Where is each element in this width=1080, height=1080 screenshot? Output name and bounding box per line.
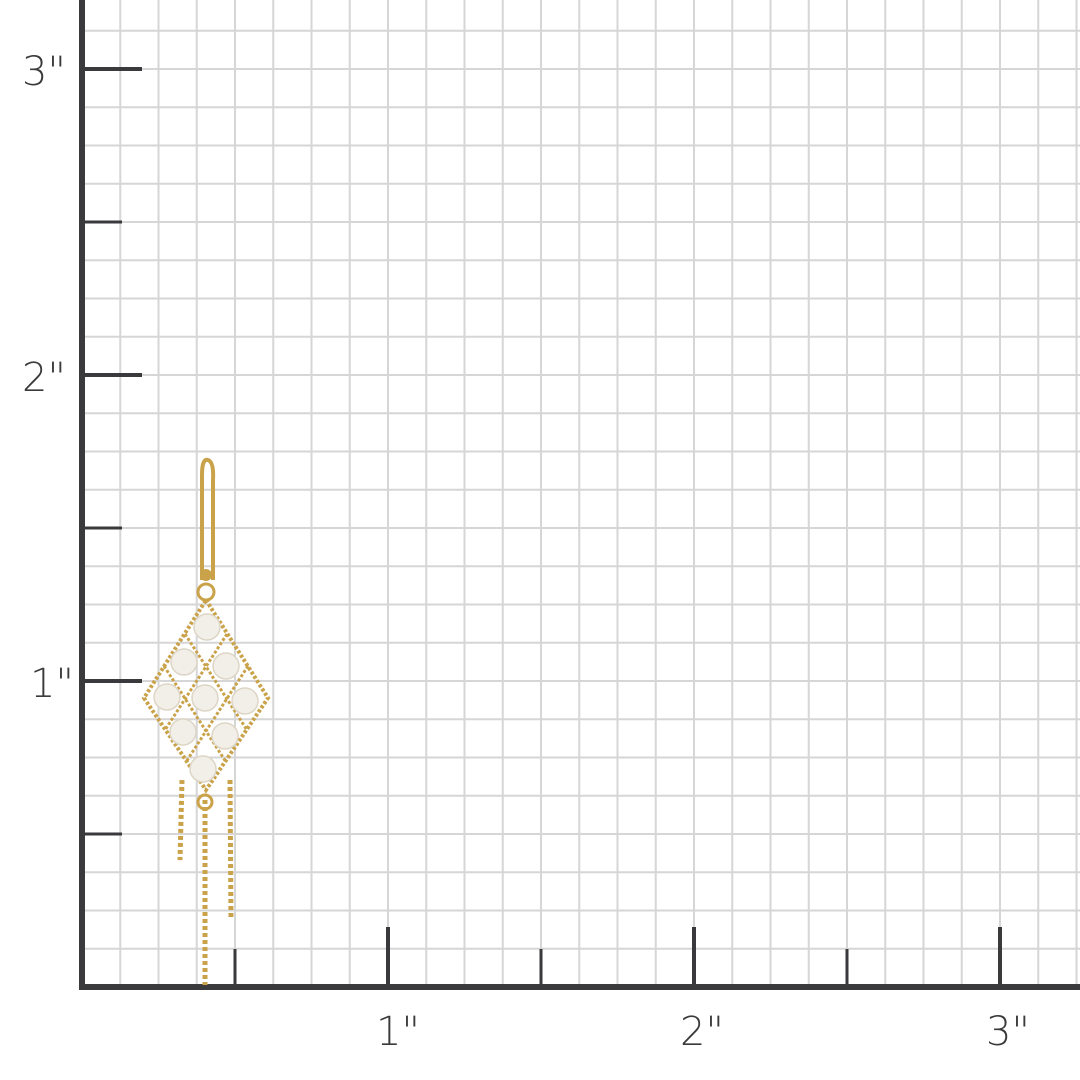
y-label-3: 3" xyxy=(22,49,66,95)
jump-ring xyxy=(196,582,216,602)
pearl xyxy=(170,648,198,676)
hook-bead xyxy=(200,569,212,581)
y-label-2: 2" xyxy=(22,355,66,401)
pearl xyxy=(211,722,239,750)
pearl xyxy=(191,684,219,712)
pearl xyxy=(169,718,197,746)
x-label-1: 1" xyxy=(376,1009,420,1055)
chain-tassel xyxy=(227,779,234,921)
mesh-lines xyxy=(162,633,250,763)
pearl xyxy=(153,683,181,711)
y-label-1: 1" xyxy=(30,661,74,707)
x-label-3: 3" xyxy=(986,1009,1030,1055)
chain-tassel xyxy=(177,779,185,861)
pearl xyxy=(231,687,259,715)
ear-hook xyxy=(200,457,216,580)
x-label-2: 2" xyxy=(680,1009,724,1055)
mesh-outline xyxy=(141,596,271,794)
pearl xyxy=(189,755,217,783)
chain-ring xyxy=(196,793,214,811)
pearl xyxy=(212,652,240,680)
pearl xyxy=(193,613,221,641)
